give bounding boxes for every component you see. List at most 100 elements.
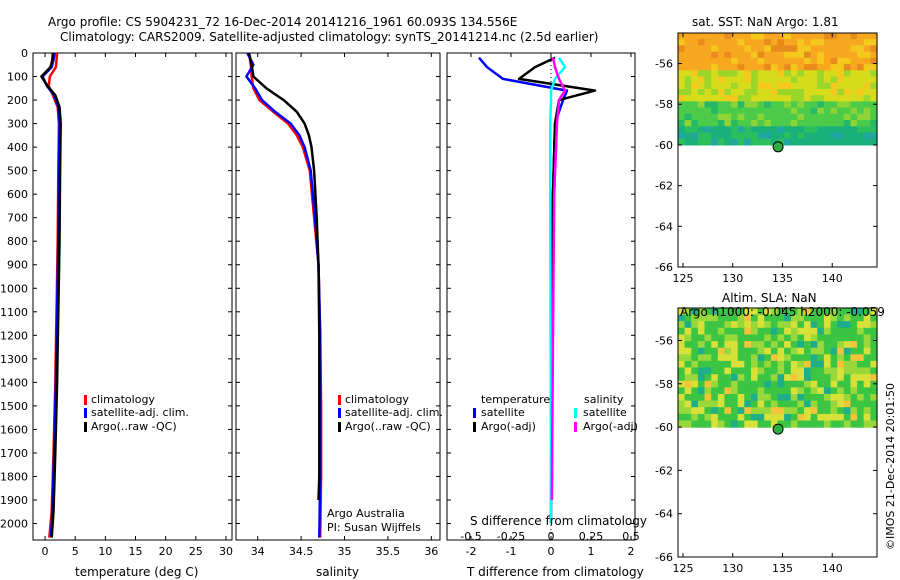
- sla-heatmap-cell: [711, 314, 719, 322]
- depth-tick-label: 1700: [0, 447, 28, 460]
- sst-heatmap-cell: [804, 120, 812, 127]
- sst-heatmap-cell: [784, 101, 792, 109]
- sla-heatmap-cell: [724, 413, 732, 422]
- sla-heatmap-cell: [797, 407, 805, 415]
- sla-heatmap-cell: [751, 360, 759, 369]
- sla-heatmap-cell: [717, 314, 725, 322]
- sla-heatmap-cell: [830, 327, 838, 335]
- sla-heatmap-cell: [810, 314, 818, 322]
- sst-heatmap-cell: [797, 70, 805, 78]
- sst-heatmap-cell: [784, 89, 792, 96]
- sst-heatmap-cell: [731, 82, 739, 90]
- sst-heatmap-cell: [863, 45, 871, 53]
- sla-heatmap-cell: [678, 334, 686, 342]
- sst-heatmap-cell: [744, 45, 752, 53]
- sst-heatmap-cell: [724, 33, 732, 40]
- sst-heatmap-cell: [770, 45, 779, 53]
- diff-xtick-label: -1: [506, 545, 517, 558]
- sla-heatmap-cell: [790, 334, 798, 342]
- sst-heatmap-cell: [731, 45, 739, 53]
- sst-heatmap-cell: [717, 70, 725, 78]
- sst-heatmap-cell: [810, 70, 818, 78]
- sst-heatmap-cell: [863, 120, 871, 127]
- sla-heatmap-cell: [837, 354, 845, 362]
- sla-heatmap-cell: [757, 387, 765, 395]
- sst-heatmap-cell: [830, 101, 838, 109]
- sst-heatmap-cell: [817, 64, 825, 71]
- sst-heatmap-cell: [797, 113, 805, 121]
- sst-ytick-label: -64: [655, 220, 673, 233]
- sla-heatmap-cell: [697, 420, 706, 428]
- temp-series-argo-raw-qc-: [40, 52, 62, 538]
- sla-heatmap-cell: [757, 334, 765, 342]
- sst-heatmap-cell: [764, 70, 772, 78]
- sla-heatmap-cell: [784, 347, 792, 355]
- diff-legend-sal-satellite: satellite: [583, 406, 627, 419]
- sla-heatmap-cell: [704, 380, 712, 388]
- sla-heatmap-cell: [684, 367, 692, 375]
- sla-heatmap-cell: [804, 354, 812, 362]
- sla-heatmap-cell: [744, 354, 752, 362]
- sst-heatmap-cell: [731, 89, 739, 96]
- sla-heatmap-cell: [678, 308, 686, 316]
- sla-heatmap-cell: [777, 420, 785, 428]
- sla-heatmap-cell: [724, 367, 732, 375]
- sst-heatmap-cell: [770, 89, 779, 96]
- sst-heatmap-cell: [843, 132, 851, 140]
- sst-heatmap-cell: [751, 138, 759, 146]
- sla-heatmap-cell: [731, 347, 739, 355]
- sla-heatmap-cell: [684, 341, 692, 349]
- sla-heatmap-cell: [857, 347, 865, 355]
- sst-heatmap-cell: [724, 57, 732, 65]
- sst-heatmap-cell: [757, 39, 765, 46]
- sst-heatmap-cell: [764, 132, 772, 140]
- sla-heatmap-cell: [704, 413, 712, 422]
- sst-heatmap-cell: [751, 64, 759, 71]
- sst-xtick-label: 140: [822, 272, 843, 285]
- sla-heatmap-cell: [804, 360, 812, 369]
- sst-heatmap-cell: [678, 70, 686, 78]
- sst-heatmap-cell: [751, 120, 759, 127]
- sla-heatmap-cell: [804, 314, 812, 322]
- sla-heatmap-cell: [678, 321, 686, 329]
- sla-heatmap-cell: [830, 321, 838, 329]
- sst-heatmap-cell: [777, 33, 785, 40]
- sla-heatmap-cell: [757, 321, 765, 329]
- sst-heatmap-cell: [804, 132, 812, 140]
- sst-heatmap-cell: [823, 76, 832, 84]
- sla-ytick-label: -62: [655, 464, 673, 477]
- sla-argo-location-marker: [772, 423, 784, 435]
- sla-heatmap-cell: [691, 367, 699, 375]
- sla-heatmap-cell: [797, 308, 805, 316]
- sla-heatmap-cell: [744, 407, 752, 415]
- sst-heatmap-cell: [843, 45, 851, 53]
- sst-heatmap-cell: [790, 107, 798, 115]
- sst-heatmap-cell: [790, 45, 798, 53]
- sla-heatmap-cell: [757, 347, 765, 355]
- sla-heatmap-cell: [823, 360, 832, 369]
- sla-heatmap-cell: [744, 387, 752, 395]
- sla-heatmap-cell: [697, 321, 706, 329]
- sst-heatmap-cell: [837, 138, 845, 146]
- sst-heatmap-cell: [704, 101, 712, 109]
- sla-heatmap-cell: [737, 420, 745, 428]
- sst-heatmap-cell: [830, 126, 838, 134]
- sst-heatmap-cell: [757, 126, 765, 134]
- sla-heatmap-cell: [764, 367, 772, 375]
- sla-heatmap-cell: [737, 387, 745, 395]
- sst-xtick-label: 130: [722, 272, 743, 285]
- sla-heatmap-cell: [823, 354, 832, 362]
- sla-heatmap-cell: [857, 334, 865, 342]
- sla-heatmap-cell: [711, 354, 719, 362]
- sst-heatmap-cell: [724, 51, 732, 59]
- sla-heatmap-cell: [823, 413, 832, 422]
- sst-heatmap-cell: [684, 76, 692, 84]
- sst-heatmap-cell: [711, 107, 719, 115]
- sla-heatmap-cell: [731, 387, 739, 395]
- sla-heatmap-cell: [777, 347, 785, 355]
- sst-heatmap-cell: [697, 132, 706, 140]
- sst-heatmap-cell: [770, 120, 779, 127]
- sla-heatmap-cell: [810, 308, 818, 316]
- diff-legend-temperature-heading: temperature: [481, 393, 551, 406]
- sst-heatmap-cell: [764, 64, 772, 71]
